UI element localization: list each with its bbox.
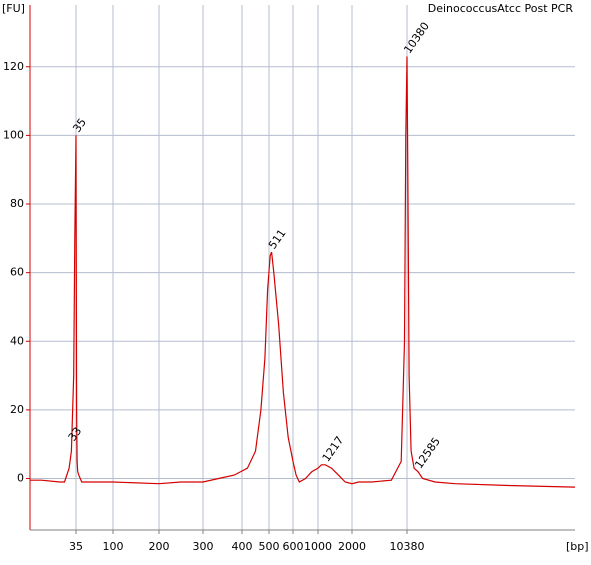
chart-title: DeinococcusAtcc Post PCR bbox=[428, 2, 574, 15]
y-tick-label: 100 bbox=[3, 128, 24, 141]
x-tick-label: 100 bbox=[103, 540, 124, 553]
x-tick-label: 10380 bbox=[390, 540, 425, 553]
trace bbox=[30, 56, 576, 488]
x-tick-label: 400 bbox=[232, 540, 253, 553]
y-tick-label: 0 bbox=[17, 472, 24, 485]
x-tick-label: 35 bbox=[69, 540, 83, 553]
y-tick-label: 120 bbox=[3, 60, 24, 73]
y-tick-label: 20 bbox=[10, 403, 24, 416]
x-tick-label: 1000 bbox=[304, 540, 332, 553]
x-tick-label: 600 bbox=[283, 540, 304, 553]
y-tick-label: 40 bbox=[10, 334, 24, 347]
x-tick-label: 500 bbox=[259, 540, 280, 553]
y-tick-label: 80 bbox=[10, 197, 24, 210]
x-tick-label: 2000 bbox=[338, 540, 366, 553]
y-tick-label: 60 bbox=[10, 266, 24, 279]
x-tick-label: 200 bbox=[149, 540, 170, 553]
y-axis-label: [FU] bbox=[2, 2, 25, 15]
x-tick-label: 300 bbox=[193, 540, 214, 553]
x-axis-label: [bp] bbox=[566, 540, 589, 553]
